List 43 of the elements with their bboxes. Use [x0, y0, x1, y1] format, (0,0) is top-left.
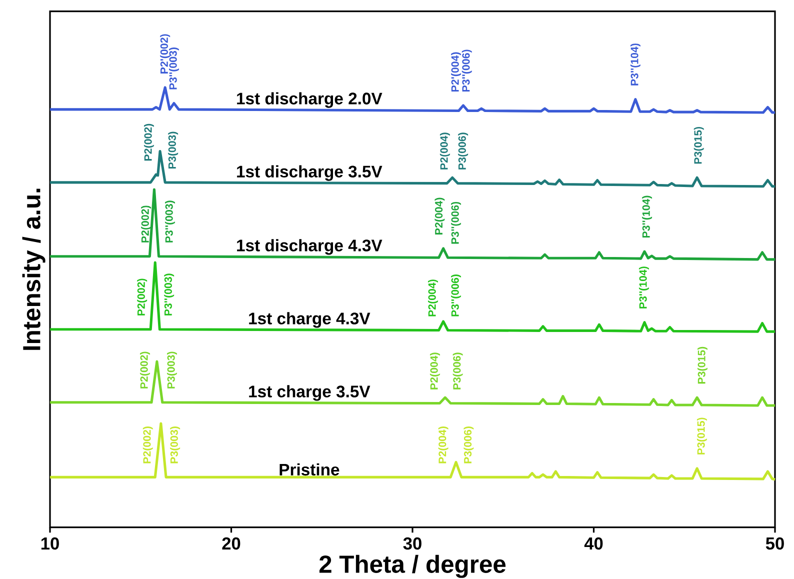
annotation: P3''(104)	[630, 44, 640, 86]
x-tick-label: 40	[584, 538, 603, 550]
x-tick-label: 20	[222, 538, 240, 550]
series-label: 1st charge 4.3V	[249, 312, 370, 328]
series-label: 1st discharge 2.0V	[237, 92, 382, 108]
annotation: P3''(006)	[451, 274, 461, 316]
series-label: 1st discharge 3.5V	[237, 165, 382, 182]
annotation: P2(002)	[137, 278, 148, 316]
x-tick-label: 30	[403, 538, 422, 550]
annotation: P2(004)	[434, 198, 445, 235]
annotation: P2(004)	[430, 352, 440, 390]
annotation: P3(003)	[170, 426, 180, 464]
annotation: P2(002)	[140, 352, 150, 389]
annotation: P3''(104)	[642, 196, 652, 238]
annotation: P3''(006)	[451, 202, 461, 244]
annotation: P2'(004)	[451, 52, 461, 92]
series-label: Pristine	[280, 464, 340, 476]
annotation: P3''(006)	[462, 50, 472, 92]
annotation: P3''(003)	[165, 200, 175, 243]
annotation: P2(002)	[141, 206, 152, 243]
annotation: P2(004)	[440, 132, 450, 170]
annotation: P3(015)	[698, 347, 708, 384]
annotation: P2(002)	[142, 426, 153, 464]
annotation: P3(006)	[464, 426, 474, 464]
x-axis-title: 2 Theta / degree	[319, 554, 506, 578]
x-tick-label: 10	[41, 538, 59, 550]
y-axis-title: Intensity / a.u.	[22, 188, 46, 350]
annotation: P3(015)	[694, 127, 704, 164]
annotation: P3''(003)	[169, 48, 179, 90]
annotation: P3(006)	[458, 132, 468, 170]
annotation: P3(015)	[696, 418, 707, 455]
annotation: P2(004)	[438, 426, 448, 464]
annotation: P3''(003)	[164, 274, 174, 316]
annotation: P3(006)	[452, 352, 463, 390]
annotation: P3(003)	[168, 132, 178, 169]
x-tick-label: 50	[766, 538, 784, 550]
annotation: P3(003)	[167, 352, 177, 389]
series-label: 1st discharge 4.3V	[237, 239, 382, 255]
annotation: P3''(104)	[638, 266, 649, 309]
annotation: P2(004)	[428, 280, 438, 316]
annotation: P2(002)	[144, 124, 154, 161]
series-label: 1st charge 3.5V	[249, 385, 370, 401]
annotation: P2'(002)	[160, 34, 170, 74]
